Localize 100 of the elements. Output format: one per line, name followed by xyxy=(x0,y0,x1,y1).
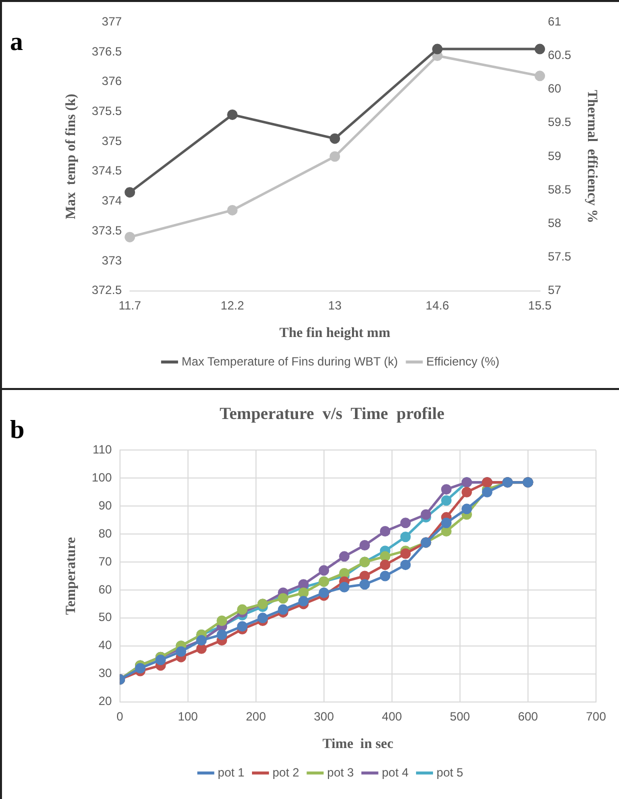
y2-tick-label: 60.5 xyxy=(548,48,572,62)
x-tick-label: 400 xyxy=(382,709,402,724)
x-tick-label: 600 xyxy=(518,709,538,724)
y2-tick-label: 58.5 xyxy=(548,182,572,196)
x-tick-label: 13 xyxy=(328,298,342,312)
y-axis-title: Temperature xyxy=(64,537,80,615)
point xyxy=(432,44,443,54)
point xyxy=(441,518,452,528)
y-tick-label: 80 xyxy=(98,526,112,540)
y2-tick-label: 59 xyxy=(548,148,562,163)
point xyxy=(134,663,146,674)
y-tick-label: 40 xyxy=(98,638,112,652)
point xyxy=(400,518,411,528)
y-tick-label: 110 xyxy=(92,442,112,457)
point xyxy=(400,532,411,542)
x-tick-label: 700 xyxy=(586,709,606,724)
y-tick-label: 373.5 xyxy=(92,223,122,238)
y2-tick-label: 61 xyxy=(548,14,562,29)
point xyxy=(227,109,238,120)
point xyxy=(461,504,472,514)
y2-tick-label: 59.5 xyxy=(548,115,572,130)
point xyxy=(124,187,136,198)
y-tick-label: 100 xyxy=(92,470,112,484)
y2-tick-label: 57.5 xyxy=(548,250,572,264)
x-tick-label: 12.2 xyxy=(220,298,244,312)
point xyxy=(330,133,340,144)
x-tick-label: 100 xyxy=(178,709,198,724)
point xyxy=(155,654,166,666)
point xyxy=(216,629,228,640)
point xyxy=(318,588,330,598)
point xyxy=(339,568,350,578)
point xyxy=(380,570,390,582)
text: a xyxy=(10,27,23,57)
y-tick-label: 375.5 xyxy=(92,104,122,118)
x-tick-label: 0 xyxy=(116,709,124,724)
point xyxy=(400,548,411,559)
point xyxy=(298,596,309,606)
y-tick-label: 374.5 xyxy=(92,164,122,178)
point xyxy=(298,588,309,598)
x-tick-label: 15.5 xyxy=(528,298,552,312)
y-tick-label: 376.5 xyxy=(92,44,122,58)
legend-label: pot 2 xyxy=(272,765,300,780)
y-tick-label: 30 xyxy=(98,666,112,680)
legend-label: Efficiency (%) xyxy=(426,354,500,368)
legend-label: pot 4 xyxy=(382,765,409,780)
point xyxy=(330,151,340,162)
point xyxy=(196,643,207,654)
point xyxy=(359,540,370,550)
point xyxy=(278,593,288,604)
point xyxy=(380,551,390,562)
x-tick-label: 300 xyxy=(314,709,334,724)
point xyxy=(420,509,432,520)
point xyxy=(461,486,472,498)
y-tick-label: 50 xyxy=(98,610,112,624)
y-tick-label: 20 xyxy=(98,694,112,708)
chart-title: Temperature v/s Time profile xyxy=(218,404,446,424)
point xyxy=(339,551,350,562)
point xyxy=(400,560,411,570)
point xyxy=(298,579,309,590)
x-axis-title: The fin height mm xyxy=(279,326,391,342)
point xyxy=(534,44,546,54)
point xyxy=(359,570,370,582)
point xyxy=(339,582,350,592)
point xyxy=(482,486,492,498)
legend-label: Max Temperature of Fins during WBT (k) xyxy=(182,354,398,368)
point xyxy=(237,604,248,615)
point xyxy=(441,484,452,495)
point xyxy=(318,565,330,576)
point xyxy=(237,621,248,632)
y2-tick-label: 58 xyxy=(548,216,562,230)
x-tick-label: 14.6 xyxy=(426,298,450,312)
point xyxy=(441,495,452,506)
y2-tick-label: 60 xyxy=(548,82,562,96)
legend-label: pot 5 xyxy=(436,765,464,780)
point xyxy=(124,232,136,242)
y-tick-label: 70 xyxy=(98,554,112,568)
point xyxy=(380,526,390,537)
point xyxy=(534,70,546,82)
point xyxy=(441,526,452,537)
point xyxy=(227,204,238,216)
x-tick-label: 500 xyxy=(450,709,470,724)
point xyxy=(278,604,288,615)
y-tick-label: 90 xyxy=(98,498,112,512)
x-axis-title: Time in sec xyxy=(322,737,394,752)
point xyxy=(216,615,228,626)
point xyxy=(257,612,268,624)
y-tick-label: 372.5 xyxy=(92,283,122,298)
y-tick-label: 60 xyxy=(98,582,112,596)
y2-tick-label: 57 xyxy=(548,283,562,298)
y-tick-label: 373 xyxy=(102,253,122,268)
y-tick-label: 376 xyxy=(102,74,122,88)
x-tick-label: 200 xyxy=(246,709,266,724)
text: b xyxy=(10,415,24,445)
y-tick-label: 374 xyxy=(102,194,122,208)
y-tick-label: 377 xyxy=(102,14,122,29)
point xyxy=(380,560,390,570)
y-axis-title: Max temp of fins (k) xyxy=(64,93,80,220)
legend-label: pot 3 xyxy=(327,765,354,780)
x-tick-label: 11.7 xyxy=(118,298,142,312)
point xyxy=(176,646,186,657)
